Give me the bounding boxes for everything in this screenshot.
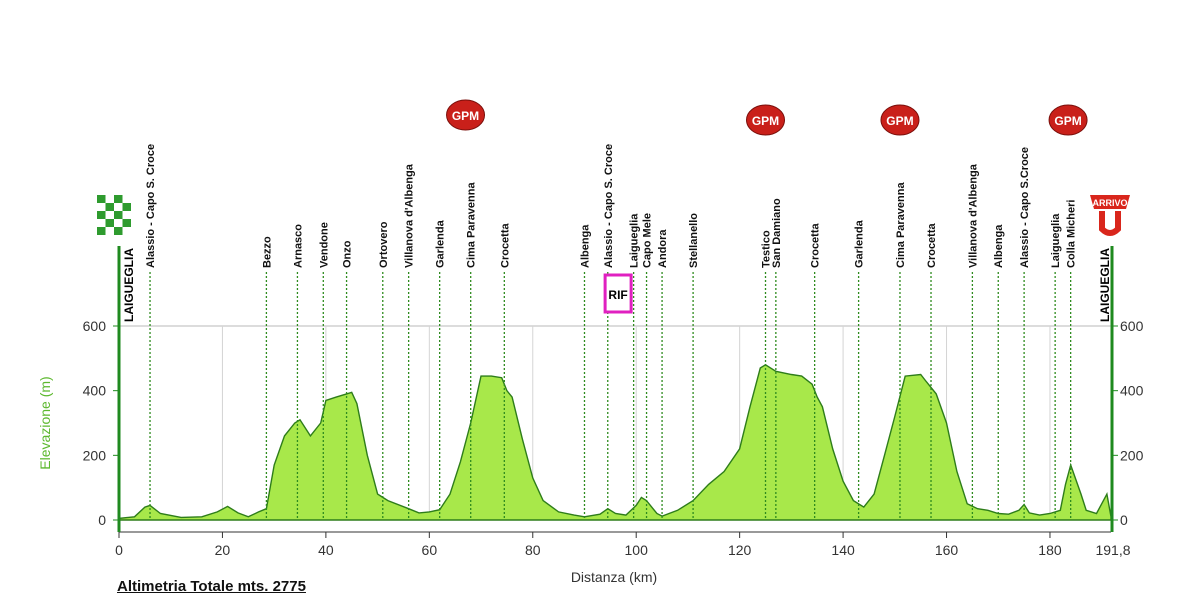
waypoint-label-14: Andora	[657, 229, 669, 268]
waypoint-label-24: Alassio - Capo S.Croce	[1019, 147, 1031, 268]
waypoint-label-1: Bezzo	[261, 236, 273, 268]
flag-cell	[114, 227, 123, 235]
waypoint-label-21: Crocetta	[926, 222, 938, 268]
x-tick-label-7: 140	[831, 542, 855, 558]
gpm-badge-bg	[746, 104, 786, 136]
flag-cell	[97, 227, 106, 235]
waypoint-label-16: Testico	[761, 230, 773, 268]
x-tick-label-0: 0	[115, 542, 123, 558]
y-tick-label-right-3: 600	[1120, 318, 1144, 334]
waypoint-label-12: Laigueglia	[629, 213, 641, 268]
y-tick-label-right-1: 200	[1120, 447, 1144, 463]
x-tick-label-4: 80	[525, 542, 541, 558]
gpm-badge-bg	[446, 99, 486, 131]
x-tick-label-8: 160	[935, 542, 959, 558]
waypoint-label-17: San Damiano	[771, 198, 783, 268]
y-axis-title: Elevazione (m)	[37, 376, 53, 469]
waypoint-label-5: Ortovero	[378, 221, 390, 268]
x-end-label: 191,8	[1095, 542, 1130, 558]
x-tick-label-9: 180	[1038, 542, 1062, 558]
elevation-area	[118, 363, 1112, 521]
waypoint-label-15: Stellanello	[688, 213, 700, 268]
finish-label: LAIGUEGLIA	[1098, 248, 1112, 322]
waypoint-label-6: Villanova d'Albenga	[404, 163, 416, 268]
x-tick-label-6: 120	[728, 542, 752, 558]
flag-cell	[97, 211, 106, 219]
gpm-badge-bg	[880, 104, 920, 136]
waypoint-label-10: Albenga	[579, 224, 591, 268]
x-tick-label-1: 20	[215, 542, 231, 558]
y-tick-label-left-2: 400	[83, 383, 107, 399]
x-tick-label-5: 100	[625, 542, 649, 558]
waypoint-label-18: Crocetta	[810, 222, 822, 268]
flag-cell	[114, 195, 123, 203]
y-tick-label-right-0: 0	[1120, 512, 1128, 528]
waypoint-label-7: Garlenda	[435, 219, 447, 268]
arrivo-banner	[1090, 195, 1130, 209]
arrivo-icon: ARRIVO	[1090, 195, 1130, 236]
waypoint-label-9: Crocetta	[499, 222, 511, 268]
rif-box-label: RIF	[608, 288, 627, 302]
waypoint-label-2: Arnasco	[292, 224, 304, 268]
start-flag-icon	[97, 195, 131, 235]
waypoint-label-20: Cima Paravenna	[895, 182, 907, 268]
flag-cell	[105, 203, 114, 211]
gpm-badge-text: GPM	[752, 114, 779, 128]
waypoint-label-19: Garlenda	[854, 219, 866, 268]
waypoint-label-4: Onzo	[342, 240, 354, 268]
gpm-badge-0: GPM	[446, 99, 486, 131]
rif-box: RIF	[603, 273, 633, 314]
waypoint-label-13: Capo Mele	[642, 213, 654, 268]
arrivo-text: ARRIVO	[1092, 198, 1127, 208]
rif-box-border	[603, 273, 633, 314]
waypoint-label-0: Alassio - Capo S. Croce	[145, 144, 157, 268]
waypoint-markers: Alassio - Capo S. Croce Bezzo Arnasco Vendo…	[145, 144, 1078, 520]
waypoint-label-3: Vendone	[318, 222, 330, 268]
gpm-badge-text: GPM	[452, 109, 479, 123]
x-tick-label-3: 60	[422, 542, 438, 558]
gpm-badge-text: GPM	[1054, 114, 1081, 128]
waypoint-label-8: Cima Paravenna	[466, 182, 478, 268]
y-tick-label-left-3: 600	[83, 318, 107, 334]
gpm-badge-text: GPM	[886, 114, 913, 128]
badges: GPM GPM GPM GPM RIF	[446, 99, 1088, 314]
waypoint-label-26: Colla Micheri	[1066, 200, 1078, 268]
start-finish: LAIGUEGLIA LAIGUEGLIA ARRIVO	[97, 195, 1130, 322]
flag-cell	[122, 203, 131, 211]
gpm-badge-1: GPM	[746, 104, 786, 136]
waypoint-label-11: Alassio - Capo S. Croce	[603, 144, 615, 268]
flag-cell	[105, 219, 114, 227]
gpm-badge-bg	[1048, 104, 1088, 136]
x-tick-label-2: 40	[318, 542, 334, 558]
waypoint-label-23: Albenga	[993, 224, 1005, 268]
gpm-badge-3: GPM	[1048, 104, 1088, 136]
waypoint-label-22: Villanova d'Albenga	[967, 163, 979, 268]
y-tick-label-left-1: 200	[83, 447, 107, 463]
waypoint-label-25: Laigueglia	[1050, 213, 1062, 268]
gpm-badge-2: GPM	[880, 104, 920, 136]
arrivo-magnet	[1099, 211, 1121, 236]
start-label: LAIGUEGLIA	[122, 248, 136, 322]
x-axis-title: Distanza (km)	[571, 569, 657, 585]
flag-cell	[97, 195, 106, 203]
flag-cell	[122, 219, 131, 227]
total-altimetry: Altimetria Totale mts. 2775	[117, 578, 306, 595]
y-tick-label-right-2: 400	[1120, 383, 1144, 399]
y-tick-label-left-0: 0	[98, 512, 106, 528]
flag-cell	[114, 211, 123, 219]
